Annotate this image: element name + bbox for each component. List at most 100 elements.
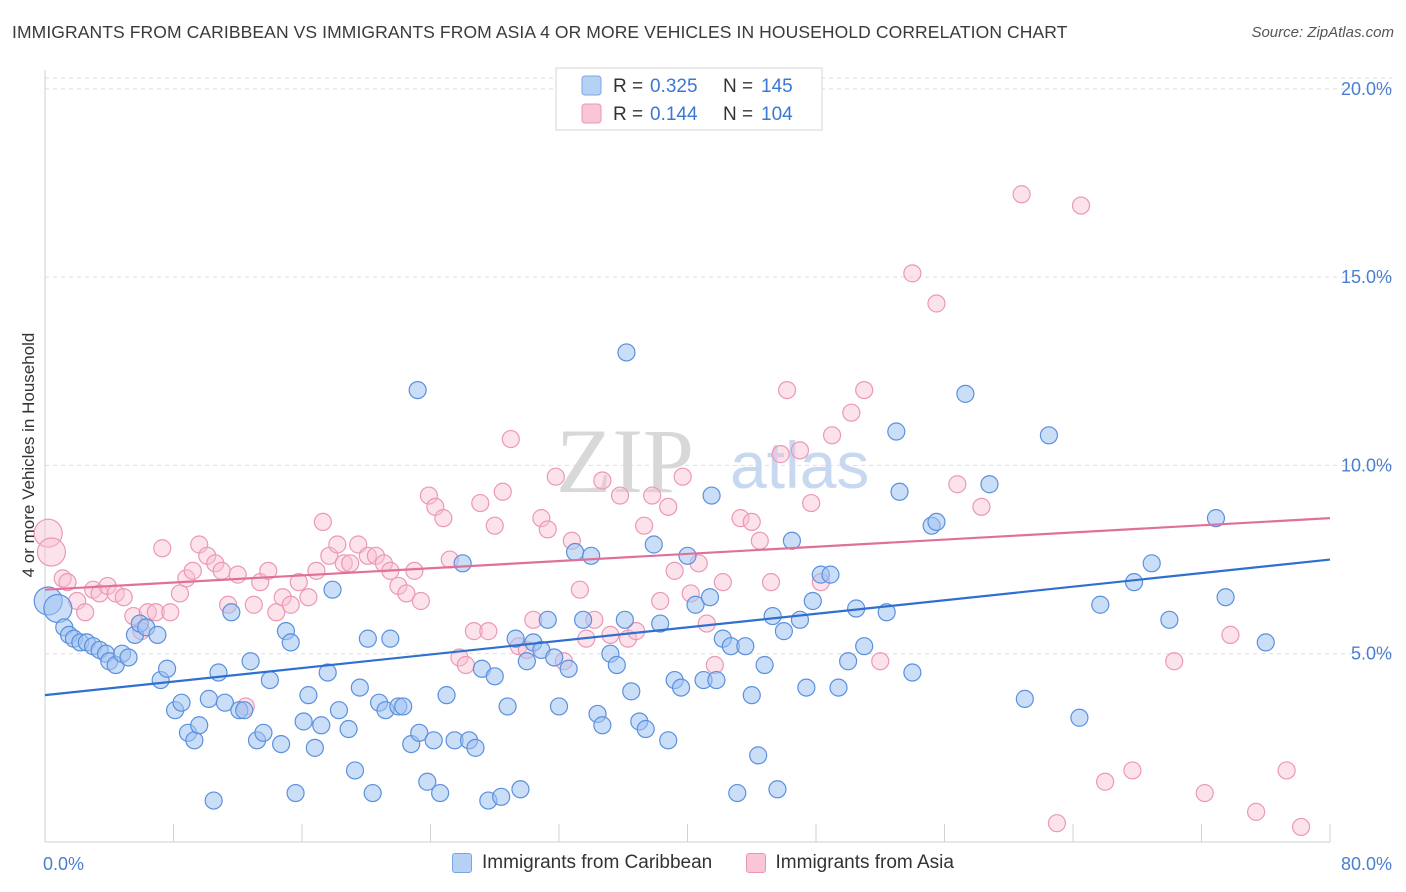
point-caribbean-69 [485,667,504,686]
point-asia-95 [790,441,810,460]
point-asia-108 [1071,196,1091,215]
legend-r-value-2: 0.144 [650,104,698,125]
point-asia-67 [546,467,565,486]
point-asia-22 [206,554,225,573]
point-caribbean-119 [839,652,858,671]
point-caribbean-58 [410,723,429,742]
point-asia-73 [593,471,612,490]
point-asia-27 [244,595,263,614]
point-caribbean-82 [573,610,593,629]
source-label: Source: ZipAtlas.com [1251,24,1394,41]
point-caribbean-88 [615,610,634,629]
point-asia-48 [405,561,424,580]
point-asia-56 [464,622,483,641]
point-caribbean-85 [593,716,612,735]
point-caribbean-26 [204,791,223,810]
trend-lines [44,517,1331,697]
point-asia-23 [212,561,231,580]
point-caribbean-136 [1160,610,1179,629]
bottom-legend-label-asia: Immigrants from Asia [775,852,954,873]
point-asia-49 [411,591,430,611]
point-caribbean-23 [185,731,204,750]
point-caribbean-131 [1039,426,1059,445]
legend-n-label-2: N = [723,104,753,125]
point-caribbean-42 [305,738,324,757]
legend-r-value-1: 0.325 [650,76,698,97]
point-asia-16 [161,603,180,622]
point-caribbean-97 [678,546,697,565]
point-asia-91 [750,531,769,550]
point-caribbean-135 [1142,554,1161,573]
point-caribbean-17 [148,625,167,644]
point-caribbean-19 [157,659,177,678]
point-caribbean-123 [887,422,906,441]
point-asia-55 [456,655,475,675]
point-asia-57 [471,493,490,513]
point-caribbean-100 [700,588,720,607]
point-caribbean-104 [728,783,747,803]
point-caribbean-138 [1216,588,1235,607]
point-asia-36 [313,512,332,532]
tick-labels: 5.0% 10.0% 15.0% 20.0% 0.0% 80.0% [43,79,1392,874]
point-caribbean-89 [622,682,641,701]
point-caribbean-62 [437,686,456,705]
point-caribbean-98 [686,595,705,614]
legend-n-value-1: 145 [761,76,793,97]
point-caribbean-60 [424,731,443,750]
point-caribbean-142 [702,486,721,505]
point-asia-79 [643,486,662,505]
point-caribbean-118 [829,678,848,697]
point-caribbean-130 [1015,689,1034,708]
legend-swatch-caribbean [581,75,602,96]
point-asia-101 [871,652,890,671]
point-caribbean-93 [651,614,670,633]
point-caribbean-78 [545,648,564,667]
point-asia-103 [927,294,946,313]
legend-r-label-1: R = [613,76,643,97]
point-caribbean-64 [453,554,472,573]
point-caribbean-72 [506,629,525,648]
point-caribbean-40 [294,712,313,731]
point-caribbean-1 [43,593,73,624]
point-caribbean-49 [350,678,369,697]
point-asia-100 [855,380,874,400]
point-caribbean-74 [517,652,536,671]
point-asia-54 [450,648,469,667]
grid-lines [45,77,1392,655]
series-caribbean-points [33,343,1275,810]
bottom-legend-caribbean: Immigrants from Caribbean [452,852,712,874]
point-asia-110 [1123,761,1142,780]
point-caribbean-108 [755,655,774,675]
point-caribbean-51 [363,783,382,803]
bottom-legend-swatch-asia [745,853,766,873]
point-asia-3 [58,573,77,592]
point-caribbean-125 [903,663,922,682]
point-caribbean-79 [549,697,569,716]
point-caribbean-39 [286,783,305,803]
legend-box: R = 0.325 N = 145 R = 0.144 N = 104 [555,67,823,131]
point-asia-109 [1096,772,1115,791]
point-asia-104 [948,475,967,494]
point-caribbean-46 [329,701,349,720]
point-asia-29 [259,561,278,580]
point-asia-105 [972,497,991,516]
point-caribbean-132 [1070,708,1089,727]
point-asia-92 [761,573,781,592]
bottom-legend-label-caribbean: Immigrants from Caribbean [482,852,713,873]
point-asia-25 [228,565,247,584]
point-caribbean-124 [890,482,909,501]
point-caribbean-134 [1124,573,1144,592]
point-asia-89 [731,509,750,528]
point-caribbean-28 [215,693,234,712]
y-tick-label-0: 5.0% [1351,644,1392,664]
point-caribbean-31 [235,701,254,720]
bottom-legend-asia: Immigrants from Asia [745,852,954,874]
point-asia-39 [334,554,353,573]
point-asia-111 [1165,652,1184,671]
point-asia-65 [532,509,551,528]
point-caribbean-44 [318,663,337,682]
point-asia-61 [501,429,520,449]
point-caribbean-80 [559,659,578,678]
point-caribbean-29 [222,603,241,622]
point-asia-83 [673,467,692,486]
